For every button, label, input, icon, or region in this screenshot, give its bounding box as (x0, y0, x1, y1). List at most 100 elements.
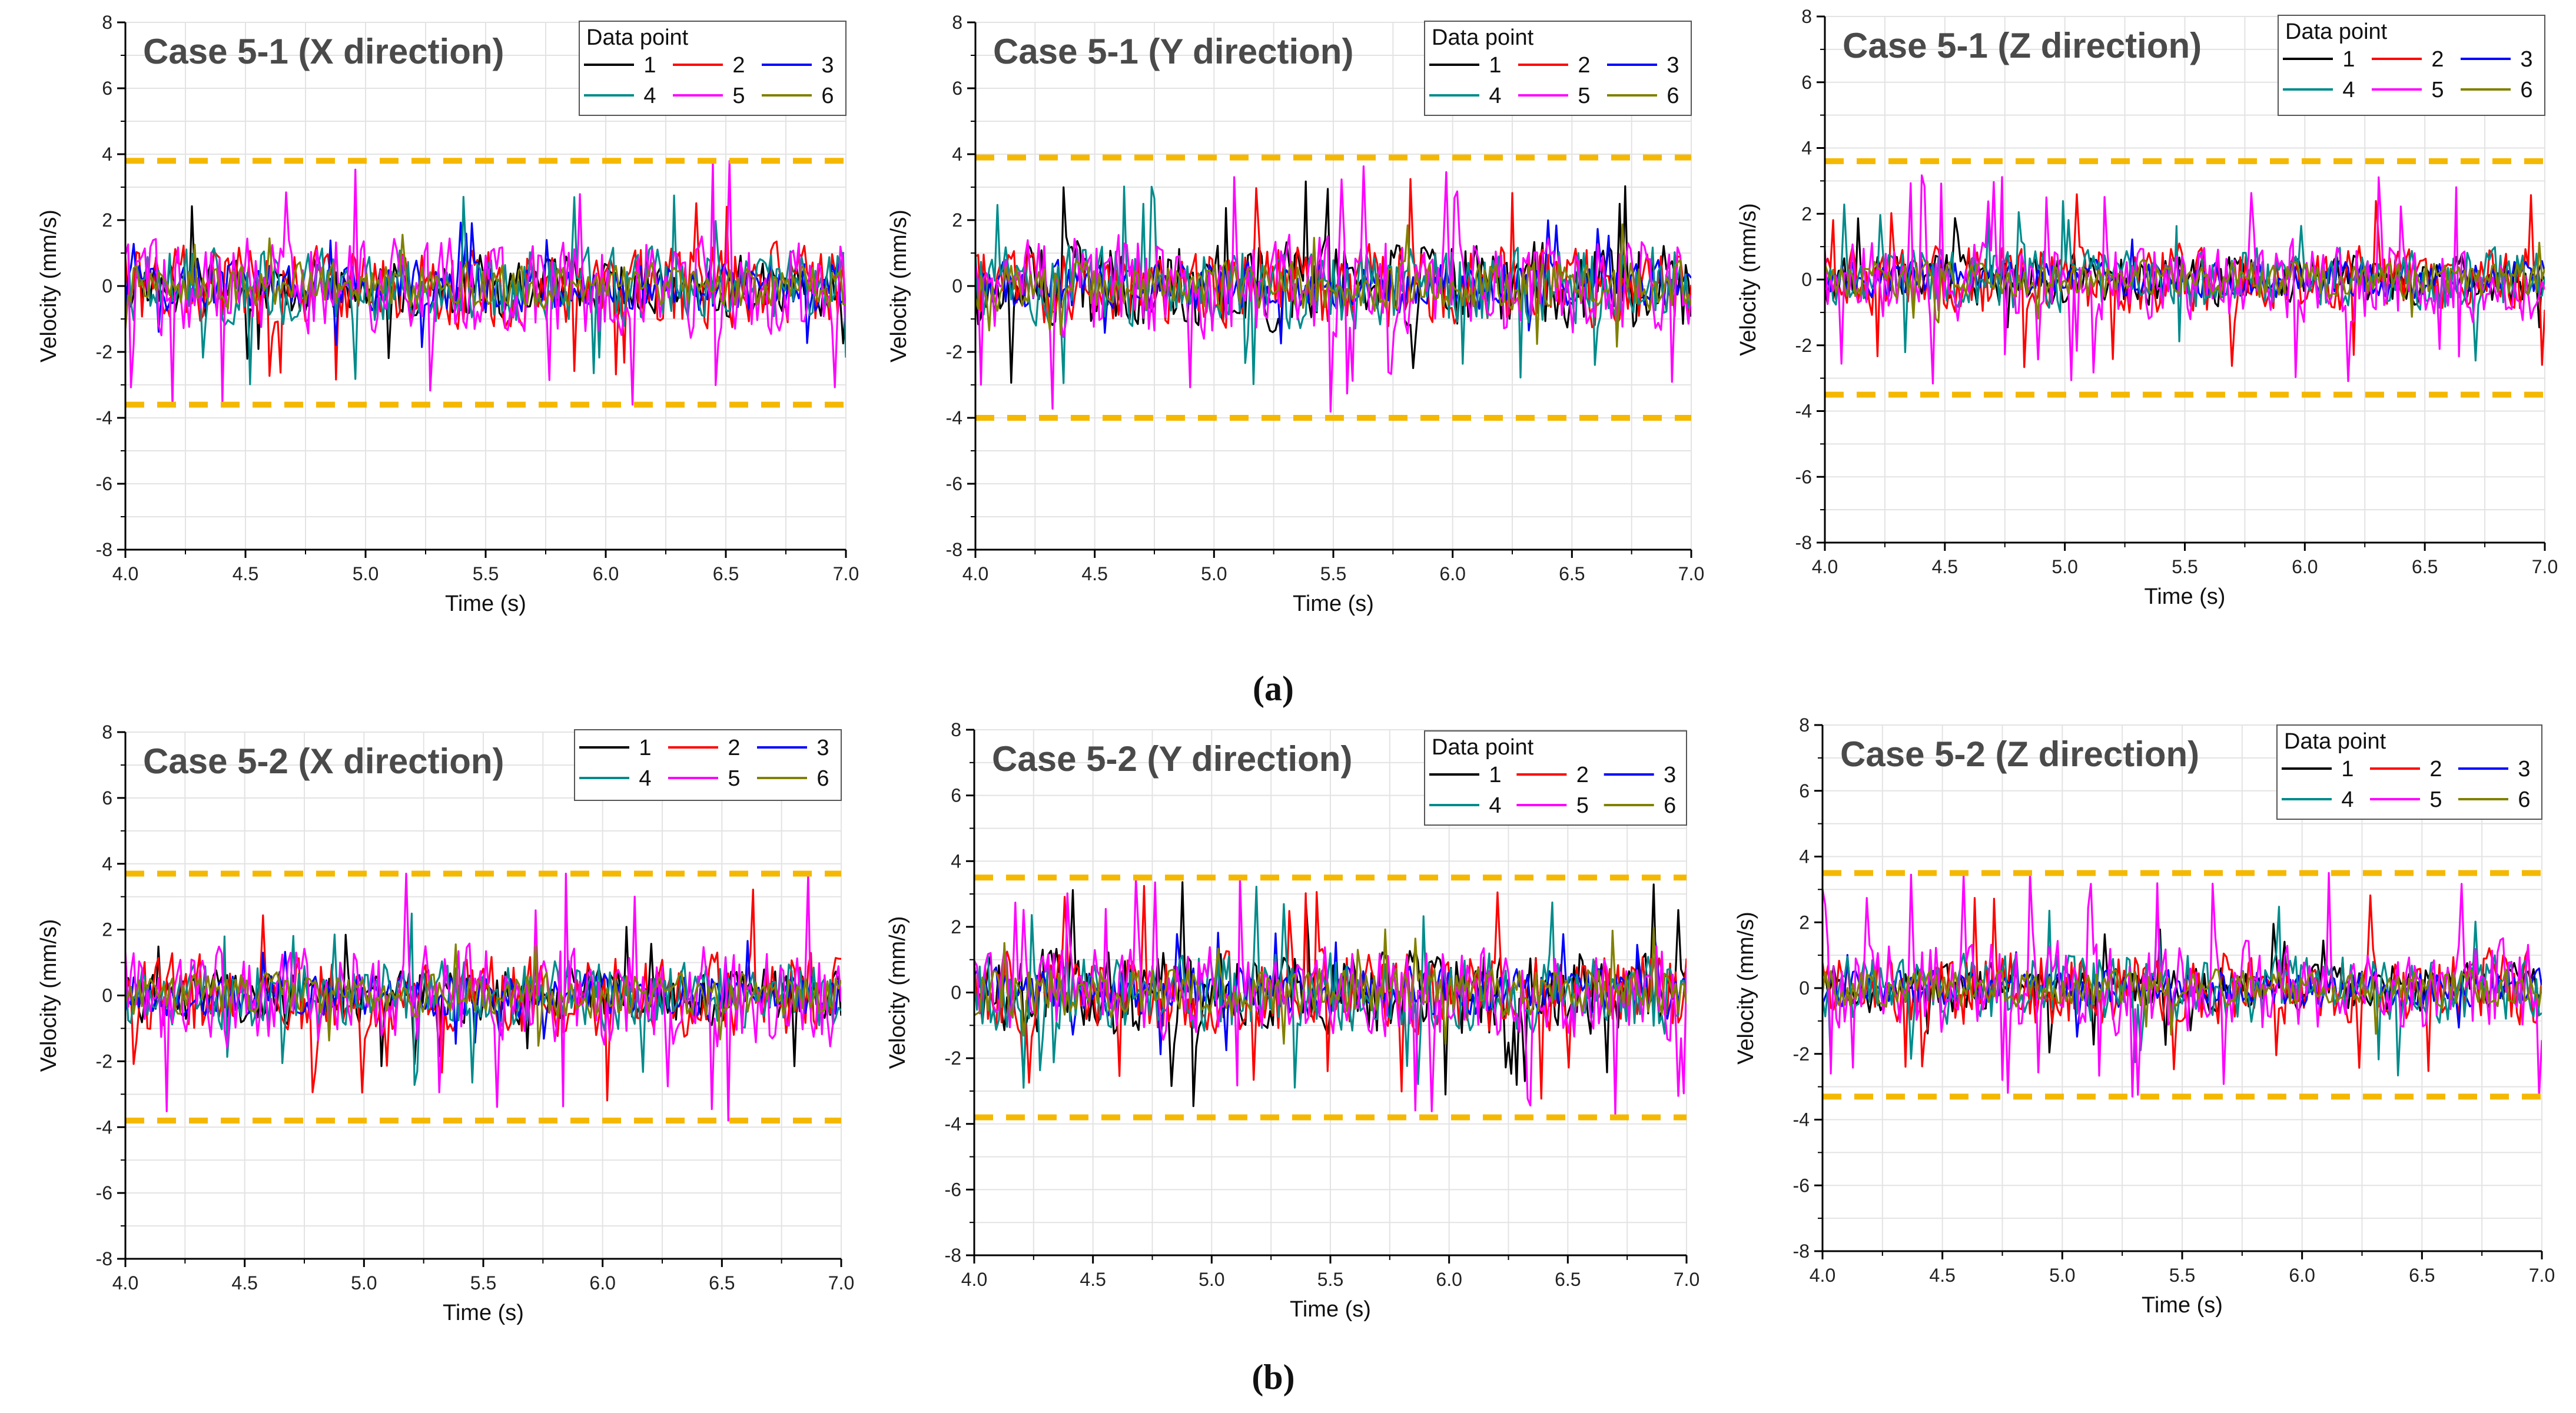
legend: 1 2 3 4 5 6 (574, 729, 842, 801)
series-group (974, 876, 1687, 1115)
x-tick-label: 6.0 (589, 1272, 615, 1294)
series-5-line (975, 165, 1691, 413)
y-tick-label: -2 (96, 1050, 112, 1072)
series-5-line (974, 876, 1687, 1115)
y-tick-label: 0 (1801, 269, 1812, 290)
legend-label-3: 3 (1664, 763, 1676, 787)
y-tick-label: 0 (951, 982, 961, 1003)
legend-label-3: 3 (2520, 47, 2532, 72)
y-tick-label: 6 (1799, 780, 1810, 802)
chart-panel-4: 8 6 4 2 0 -2 -4 -6 -84.0 4.5 5.0 5.5 6.0 6.5 7.0 Time (… (36, 722, 854, 1325)
legend-title: Data point (1432, 25, 1534, 50)
legend: Data point 1 2 3 4 5 6 (1424, 730, 1687, 826)
y-tick-label: -6 (946, 473, 962, 494)
legend-label-3: 3 (821, 53, 834, 78)
y-tick-label: -6 (96, 473, 112, 494)
y-tick-label: 0 (102, 275, 112, 297)
x-tick-label: 4.0 (112, 1272, 138, 1294)
x-tick-label: 5.5 (1320, 563, 1346, 584)
y-tick-label: -6 (1793, 1175, 1810, 1196)
y-tick-label: -6 (96, 1182, 112, 1203)
y-tick-label: 2 (102, 210, 112, 231)
legend: Data point 1 2 3 4 5 6 (1424, 21, 1692, 116)
legend-label-3: 3 (1667, 53, 1679, 78)
x-tick-label: 7.0 (1678, 563, 1704, 584)
y-axis-label: Velocity (mm/s) (1734, 912, 1758, 1065)
y-axis-label: Velocity (mm/s) (36, 919, 61, 1072)
legend-label-6: 6 (2518, 787, 2530, 812)
legend-box (574, 729, 842, 801)
x-tick-label: 4.0 (962, 563, 988, 584)
x-tick-label: 6.5 (709, 1272, 735, 1294)
series-group (975, 165, 1691, 413)
legend-label-6: 6 (1664, 793, 1676, 818)
x-tick-label: 4.5 (1932, 556, 1958, 577)
legend-label-4: 4 (2342, 78, 2355, 102)
y-tick-label: 6 (102, 787, 112, 809)
x-tick-label: 5.0 (2051, 556, 2077, 577)
x-tick-label: 4.5 (233, 563, 258, 584)
legend-label-2: 2 (728, 736, 740, 760)
y-tick-label: -8 (1795, 532, 1812, 553)
y-tick-label: 8 (952, 12, 962, 33)
x-tick-label: 4.0 (1812, 556, 1838, 577)
y-tick-label: 0 (952, 275, 962, 297)
legend-label-3: 3 (816, 736, 829, 760)
y-tick-label: 6 (102, 78, 112, 99)
series-2-line (1825, 193, 2545, 368)
legend-label-1: 1 (1489, 763, 1501, 787)
x-axis-label: Time (s) (1293, 591, 1374, 616)
x-axis-label: Time (s) (2145, 584, 2226, 609)
chart-title: Case 5-2 (Z direction) (1840, 734, 2199, 774)
legend-box (579, 21, 847, 116)
legend-label-6: 6 (816, 766, 829, 791)
series-6-line (125, 943, 841, 1047)
y-tick-label: 0 (102, 985, 112, 1006)
legend-label-6: 6 (821, 84, 834, 108)
legend-label-2: 2 (2429, 757, 2442, 782)
series-4-line (125, 194, 846, 385)
series-group (125, 872, 841, 1122)
y-tick-label: 0 (1799, 978, 1810, 999)
y-axis-label: Velocity (mm/s) (1736, 203, 1761, 356)
x-tick-label: 6.0 (1436, 1269, 1462, 1290)
x-tick-label: 6.0 (1439, 563, 1465, 584)
y-tick-label: 2 (1799, 912, 1810, 933)
legend-label-4: 4 (1489, 793, 1501, 818)
legend-label-4: 4 (643, 84, 656, 108)
x-tick-label: 5.5 (473, 563, 499, 584)
y-tick-label: 4 (102, 853, 112, 875)
legend-label-3: 3 (2518, 757, 2530, 782)
y-tick-label: -8 (1793, 1241, 1810, 1262)
y-tick-label: 4 (1801, 138, 1812, 159)
x-tick-label: 6.5 (2409, 1265, 2435, 1286)
y-tick-label: -8 (946, 539, 962, 560)
x-tick-label: 5.5 (470, 1272, 496, 1294)
x-tick-label: 7.0 (2532, 556, 2558, 577)
x-tick-label: 5.5 (1317, 1269, 1343, 1290)
y-tick-label: -6 (945, 1179, 961, 1200)
x-tick-label: 7.0 (2529, 1265, 2555, 1286)
chart-panel-3: 8 6 4 2 0 -2 -4 -6 -84.0 4.5 5.0 5.5 6.0 6.5 7.0 Time (… (1736, 6, 2558, 609)
chart-panel-6: 8 6 4 2 0 -2 -4 -6 -84.0 4.5 5.0 5.5 6.0 6.5 7.0 Time (… (1734, 714, 2555, 1318)
series-5-line (1823, 872, 2542, 1098)
y-tick-label: -2 (1795, 335, 1812, 356)
legend: Data point 1 2 3 4 5 6 (579, 21, 847, 116)
series-6-line (1825, 241, 2545, 324)
y-tick-label: -6 (1795, 466, 1812, 487)
y-tick-label: 2 (951, 916, 961, 937)
series-6-line (974, 926, 1687, 1045)
y-axis-label: Velocity (mm/s) (885, 916, 910, 1069)
legend-box (1424, 21, 1692, 116)
legend-label-2: 2 (2431, 47, 2444, 72)
y-tick-label: 2 (1801, 203, 1812, 224)
y-tick-label: 4 (1799, 846, 1810, 867)
x-tick-label: 4.5 (231, 1272, 257, 1294)
x-tick-label: 5.0 (351, 1272, 377, 1294)
y-tick-label: 4 (951, 850, 961, 872)
legend: Data point 1 2 3 4 5 6 (2276, 724, 2542, 820)
legend-label-5: 5 (728, 766, 740, 791)
x-tick-label: 5.5 (2169, 1265, 2195, 1286)
legend-label-5: 5 (2429, 787, 2442, 812)
legend-label-6: 6 (2520, 78, 2532, 102)
